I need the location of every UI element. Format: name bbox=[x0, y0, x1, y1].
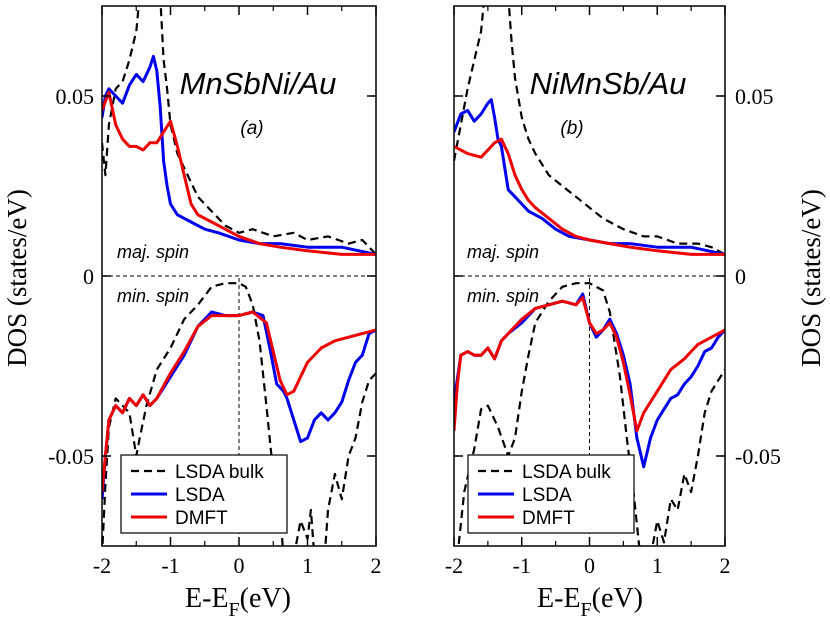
y-axis-label-left: DOS (states/eV) bbox=[2, 189, 32, 367]
y-tick-label: -0.05 bbox=[48, 444, 94, 469]
legend-label-dmft: DMFT bbox=[522, 508, 575, 529]
series-dmft-line bbox=[102, 310, 376, 493]
legend-label-lsda-bulk: LSDA bulk bbox=[522, 462, 611, 483]
series-lsda-bulk-line bbox=[159, 6, 376, 256]
x-tick-label: 0 bbox=[234, 553, 245, 578]
panel-a: -2 -1 0 1 2 -0.05 0 0.05 MnSbNi/Au (a) maj. spin mi… bbox=[48, 5, 382, 578]
series-lsda-line bbox=[454, 98, 725, 256]
x-axis-label-subscript: F bbox=[581, 599, 592, 621]
series-dmft-line bbox=[454, 137, 725, 256]
y-tick-label: 0.05 bbox=[56, 84, 95, 109]
y-tick-label: 0 bbox=[83, 264, 94, 289]
x-tick-label: -2 bbox=[445, 553, 463, 578]
x-axis-label-main: E-E bbox=[537, 583, 581, 614]
legend-label-dmft: DMFT bbox=[175, 508, 228, 529]
y-tick-label: 0.05 bbox=[735, 84, 774, 109]
x-axis-label-a: E-EF(eV) bbox=[185, 583, 291, 621]
series-dmft-line bbox=[102, 90, 376, 256]
x-tick-label: 2 bbox=[720, 553, 731, 578]
series-lsda-bulk-line bbox=[507, 6, 725, 256]
x-tick-label: 1 bbox=[652, 553, 663, 578]
x-axis-label-unit: (eV) bbox=[592, 583, 643, 614]
series-lsda-bulk-line bbox=[454, 6, 485, 162]
x-tick-label: 0 bbox=[584, 553, 595, 578]
legend-label-lsda: LSDA bbox=[522, 485, 572, 506]
series-dmft-line bbox=[454, 296, 725, 433]
panel-label: (a) bbox=[240, 118, 263, 139]
series-group bbox=[102, 6, 376, 546]
series-group bbox=[454, 6, 725, 546]
x-tick-label: -2 bbox=[93, 553, 111, 578]
panel-title: MnSbNi/Au bbox=[180, 66, 337, 101]
legend-label-lsda: LSDA bbox=[175, 485, 225, 506]
maj-spin-annotation: maj. spin bbox=[467, 242, 539, 262]
panel-label: (b) bbox=[560, 118, 583, 139]
maj-spin-annotation: maj. spin bbox=[117, 242, 189, 262]
series-lsda-bulk-line bbox=[651, 369, 725, 546]
x-tick-label: -1 bbox=[161, 553, 179, 578]
x-tick-label: 1 bbox=[302, 553, 313, 578]
x-axis-label-unit: (eV) bbox=[240, 583, 291, 614]
x-tick-label: -1 bbox=[513, 553, 531, 578]
series-lsda-bulk-line bbox=[324, 372, 376, 546]
legend-label-lsda-bulk: LSDA bulk bbox=[175, 462, 264, 483]
x-tick-label: 2 bbox=[371, 553, 382, 578]
y-tick-label: -0.05 bbox=[735, 444, 781, 469]
x-axis-label-main: E-E bbox=[185, 583, 229, 614]
x-axis-label-subscript: F bbox=[229, 599, 240, 621]
series-lsda-bulk-line bbox=[102, 282, 284, 546]
panel-b: -2 -1 0 1 2 -0.05 0 0.05 NiMnSb/Au (b) maj. spin mi… bbox=[445, 5, 781, 578]
min-spin-annotation: min. spin bbox=[467, 286, 539, 306]
series-lsda-bulk-line bbox=[294, 508, 315, 546]
y-axis-label-right: DOS (states/eV) bbox=[796, 189, 826, 367]
min-spin-annotation: min. spin bbox=[117, 286, 189, 306]
y-tick-label: 0 bbox=[735, 264, 746, 289]
series-lsda-bulk-line bbox=[102, 6, 140, 177]
x-axis-label-b: E-EF(eV) bbox=[537, 583, 643, 621]
panel-title: NiMnSb/Au bbox=[530, 66, 687, 101]
